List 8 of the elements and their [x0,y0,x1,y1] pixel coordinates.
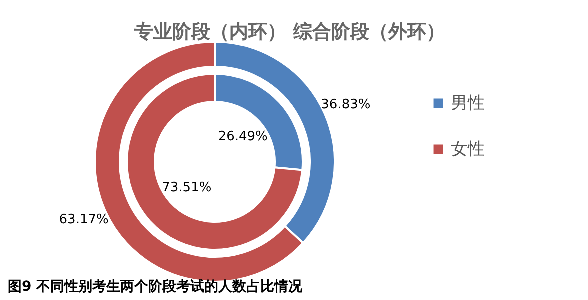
legend-label: 男性 [451,94,485,114]
caption: 图9 不同性别考生两个阶段考试的人数占比情况 [8,279,304,295]
chart-title: 专业阶段（内环） 综合阶段（外环） [134,21,446,43]
data-label: 73.51% [162,180,212,196]
legend-label: 女性 [451,140,485,160]
data-label: 63.17% [59,212,109,228]
data-label: 36.83% [321,98,371,113]
data-label: 26.49% [218,129,268,144]
